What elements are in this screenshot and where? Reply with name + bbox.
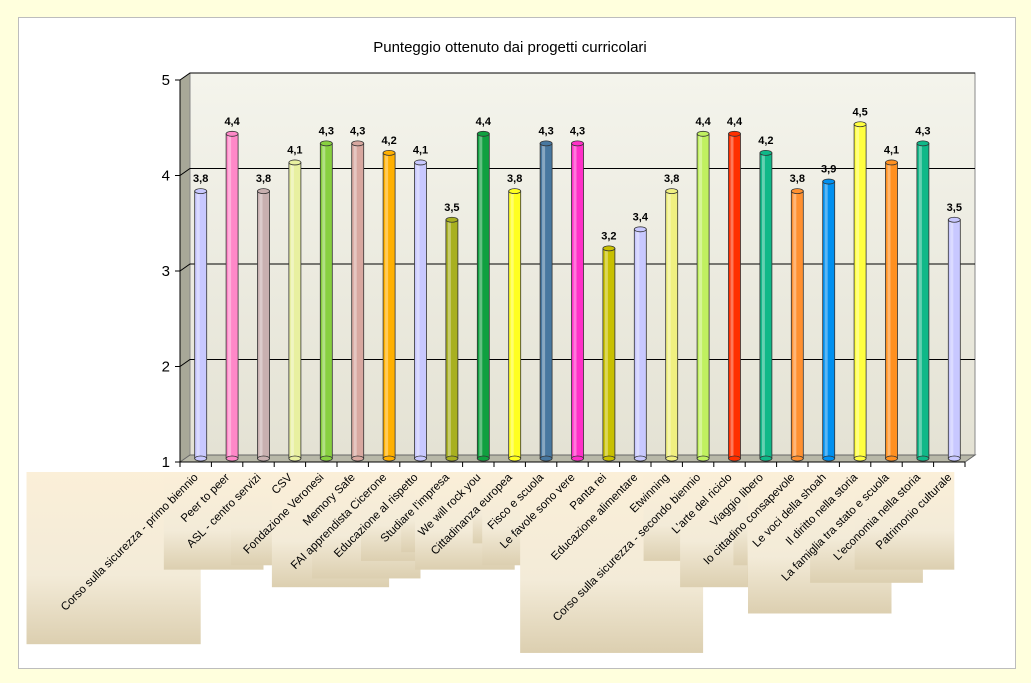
data-label: 4,3	[350, 125, 365, 137]
data-label: 3,5	[444, 202, 459, 214]
y-tick-label: 5	[162, 72, 170, 89]
bar	[414, 159, 427, 462]
bar	[916, 140, 930, 462]
data-label: 3,8	[664, 173, 679, 185]
y-tick-label: 2	[162, 359, 170, 376]
bar	[853, 121, 867, 462]
data-label: 4,2	[381, 135, 396, 147]
data-label: 3,4	[633, 211, 649, 223]
data-label: 4,4	[727, 116, 743, 128]
data-label: 3,8	[256, 173, 271, 185]
gridline	[179, 263, 975, 272]
data-label: 4,5	[852, 106, 867, 118]
data-label: 3,5	[947, 202, 962, 214]
data-label: 4,3	[538, 125, 553, 137]
bar	[665, 188, 679, 462]
data-label: 3,8	[193, 173, 208, 185]
chart-title: Punteggio ottenuto dai progetti curricol…	[373, 39, 647, 56]
bar	[728, 130, 741, 462]
data-label: 4,3	[915, 125, 930, 137]
bar	[885, 159, 898, 462]
data-label: 4,4	[695, 116, 711, 128]
y-tick-label: 3	[162, 263, 170, 280]
bar	[571, 140, 584, 462]
data-label: 3,8	[507, 173, 522, 185]
bar	[351, 140, 365, 462]
bar	[194, 188, 208, 462]
bar	[225, 130, 239, 462]
y-tick-label: 1	[162, 454, 170, 471]
bar	[539, 140, 553, 462]
bar	[602, 245, 616, 462]
bar	[633, 226, 647, 462]
data-label: 4,4	[224, 116, 240, 128]
bar	[257, 188, 270, 462]
bar	[508, 188, 522, 462]
bar	[947, 216, 961, 462]
bar	[822, 178, 836, 462]
data-label: 3,2	[601, 230, 616, 242]
data-label: 4,4	[476, 116, 492, 128]
gridline	[179, 359, 975, 367]
bar	[445, 216, 459, 462]
data-label: 4,1	[884, 144, 899, 156]
data-label: 3,9	[821, 164, 836, 176]
category-label-bg	[854, 472, 955, 570]
data-label: 4,2	[758, 135, 773, 147]
data-label: 4,1	[413, 144, 428, 156]
bar	[288, 159, 302, 462]
data-label: 4,1	[287, 144, 302, 156]
bar	[476, 130, 490, 462]
plot-area: 1 2 3 4 5 3,8 4,4 3,8 4,1 4,3 4,3 4,2 4,1 3,5 4,4 3,8 4,…	[26, 72, 977, 653]
data-label: 4,3	[570, 125, 585, 137]
bar	[790, 188, 804, 462]
bar	[382, 149, 396, 462]
data-label: 3,8	[790, 173, 805, 185]
data-label: 4,3	[319, 125, 334, 137]
y-tick-label: 4	[162, 168, 170, 185]
gridline	[179, 168, 975, 176]
bar	[696, 130, 710, 462]
bar	[759, 149, 773, 462]
gridline	[179, 72, 975, 81]
bar	[319, 140, 333, 462]
